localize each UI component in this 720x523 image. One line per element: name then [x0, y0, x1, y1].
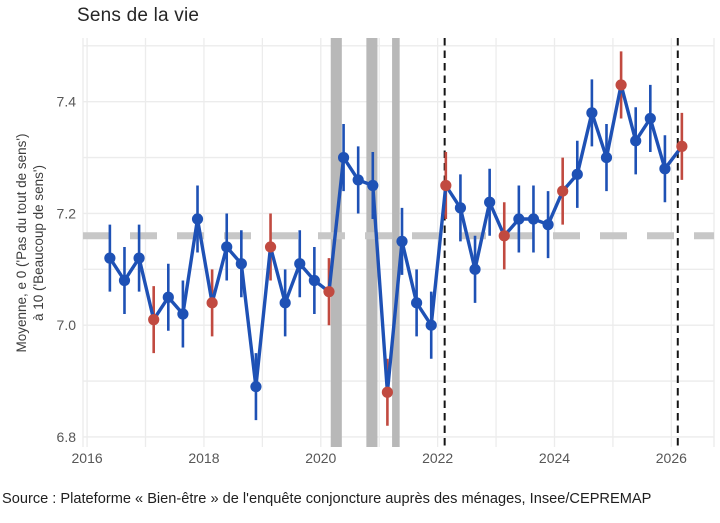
data-point: [615, 79, 627, 91]
data-point: [337, 151, 350, 164]
data-point: [250, 381, 262, 393]
data-point: [557, 185, 569, 197]
lockdown-band: [330, 38, 342, 447]
data-point: [206, 297, 218, 309]
data-point: [279, 297, 291, 309]
data-point: [294, 258, 306, 270]
data-point: [425, 319, 437, 331]
data-point: [148, 314, 160, 326]
data-point: [367, 179, 379, 192]
data-point: [104, 252, 116, 264]
data-point: [454, 202, 467, 214]
y-tick-label: 7.2: [57, 205, 77, 221]
data-point: [118, 274, 131, 287]
data-point: [644, 112, 656, 125]
data-point: [498, 230, 510, 242]
x-tick-label: 2016: [72, 450, 103, 466]
x-tick-label: 2018: [188, 450, 219, 466]
data-point: [527, 213, 540, 225]
data-point: [191, 213, 204, 225]
data-point: [264, 241, 277, 253]
data-point: [411, 297, 423, 309]
x-tick-label: 2026: [656, 450, 687, 466]
data-point: [630, 135, 642, 147]
data-point: [177, 308, 189, 320]
y-tick-label: 7.4: [57, 94, 77, 110]
data-point: [308, 274, 320, 287]
data-point: [396, 235, 408, 247]
data-point: [676, 140, 688, 152]
data-point: [600, 151, 613, 164]
data-point: [381, 386, 393, 398]
data-point: [162, 291, 174, 303]
data-point: [571, 168, 583, 180]
data-point: [221, 241, 233, 253]
data-point: [513, 213, 525, 225]
data-point: [133, 252, 145, 264]
data-point: [586, 107, 598, 119]
data-point: [659, 163, 671, 175]
x-tick-label: 2020: [305, 450, 336, 466]
data-point: [484, 196, 496, 208]
data-point: [323, 286, 335, 298]
data-point: [542, 219, 554, 231]
data-point: [440, 179, 452, 192]
data-point: [352, 174, 364, 186]
source-note: Source : Plateforme « Bien-être » de l'e…: [2, 491, 652, 507]
data-point: [235, 258, 247, 270]
y-tick-label: 6.8: [57, 429, 77, 445]
x-tick-label: 2022: [422, 450, 453, 466]
lockdown-band: [392, 38, 400, 447]
lockdown-band: [366, 38, 378, 447]
chart-title: Sens de la vie: [77, 5, 200, 26]
data-point: [469, 263, 481, 275]
series-line: [108, 83, 684, 394]
x-tick-label: 2024: [539, 450, 570, 466]
y-tick-label: 7.0: [57, 317, 77, 333]
